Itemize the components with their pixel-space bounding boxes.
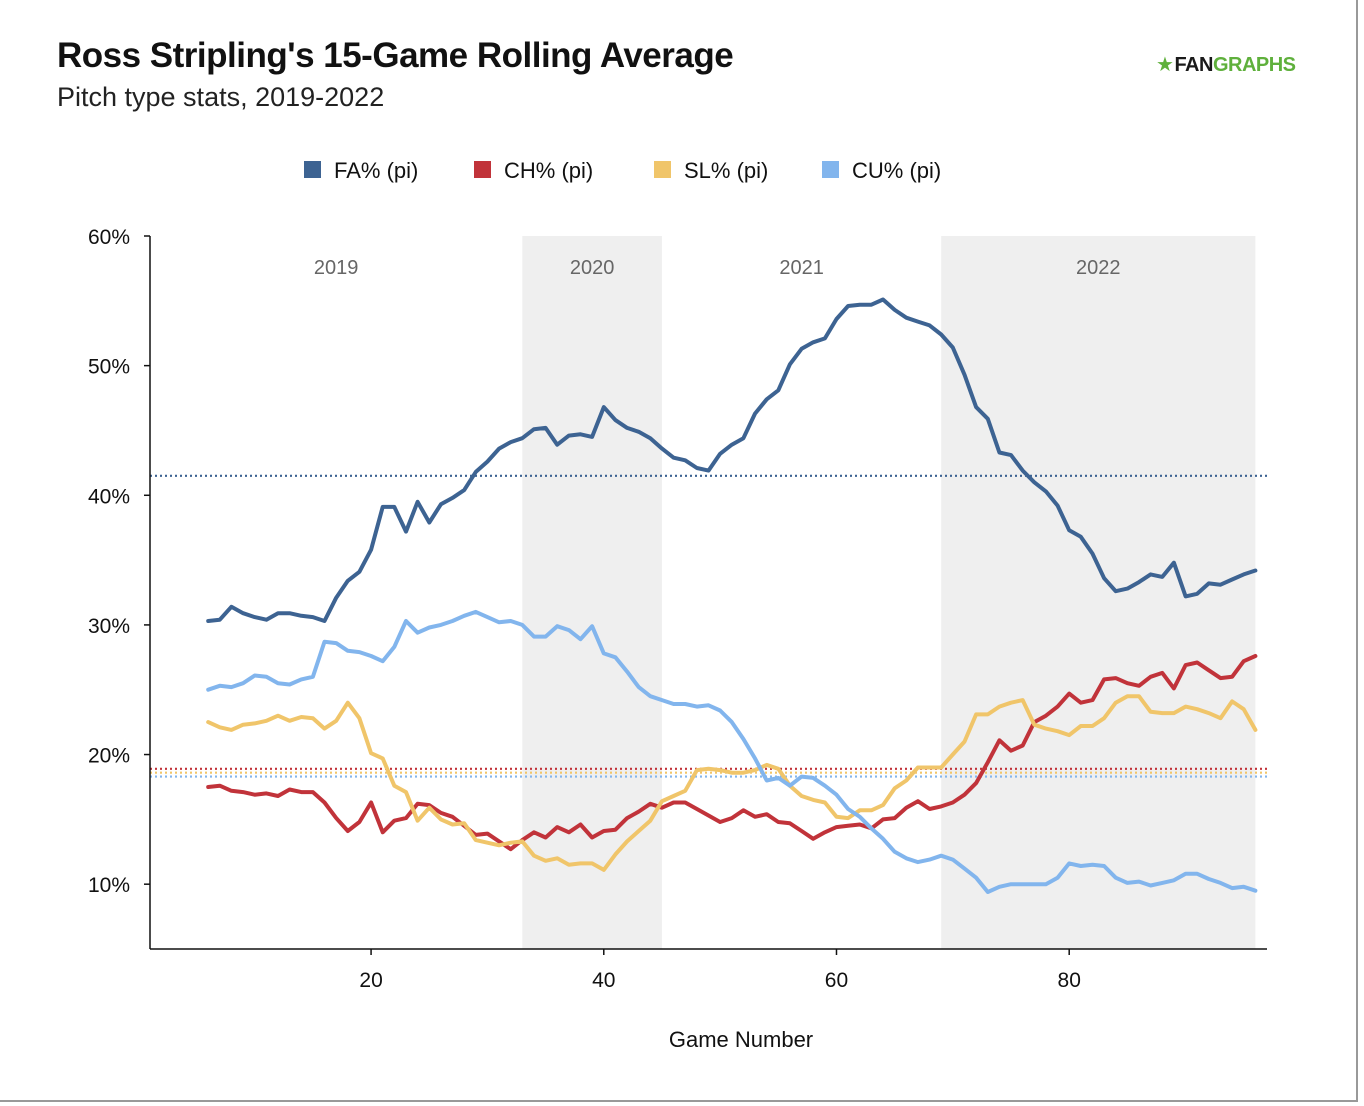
season-bands <box>522 236 1256 949</box>
y-tick-label-30: 30% <box>88 615 130 638</box>
season-labels: 2019 2020 2021 2022 <box>314 257 1121 279</box>
logo-text-fan: FAN <box>1174 54 1213 76</box>
series-line-fa <box>206 297 1258 623</box>
axes: 10% 20% 30% 40% 50% 60% 20 40 60 80 <box>88 226 1267 992</box>
legend-swatch-sl <box>654 161 671 178</box>
season-label-2022: 2022 <box>1076 257 1121 279</box>
series-lines <box>206 297 1258 894</box>
logo-text-graphs: GRAPHS <box>1212 54 1296 76</box>
x-tick-label-80: 80 <box>1058 969 1081 992</box>
fangraphs-logo: ★FANGRAPHS <box>1156 52 1296 77</box>
y-tick-label-20: 20% <box>88 745 130 768</box>
x-tick-label-20: 20 <box>359 969 382 992</box>
series-line-cu <box>206 609 1258 894</box>
y-tick-label-60: 60% <box>88 226 130 249</box>
legend-swatch-fa <box>304 161 321 178</box>
chart-title: Ross Stripling's 15-Game Rolling Average <box>57 36 734 75</box>
series-line-ch <box>206 654 1258 852</box>
season-label-2021: 2021 <box>779 257 824 279</box>
legend-swatch-cu <box>822 161 839 178</box>
x-tick-label-40: 40 <box>592 969 615 992</box>
chart-subtitle: Pitch type stats, 2019-2022 <box>57 82 385 112</box>
season-label-2020: 2020 <box>570 257 615 279</box>
legend-label-ch: CH% (pi) <box>504 158 593 183</box>
legend-label-sl: SL% (pi) <box>684 158 768 183</box>
y-tick-label-50: 50% <box>88 356 130 379</box>
x-tick-label-60: 60 <box>825 969 848 992</box>
fangraphs-logo-icon: ★ <box>1156 54 1174 76</box>
legend-label-fa: FA% (pi) <box>334 158 418 183</box>
season-band-2020 <box>522 236 662 949</box>
career-average-lines <box>150 474 1267 778</box>
series-line-sl <box>206 694 1258 872</box>
season-band-2022 <box>941 236 1256 949</box>
y-tick-label-40: 40% <box>88 485 130 508</box>
legend-swatch-ch <box>474 161 491 178</box>
legend: FA% (pi) CH% (pi) SL% (pi) CU% (pi) <box>304 158 941 183</box>
legend-label-cu: CU% (pi) <box>852 158 941 183</box>
x-axis-title: Game Number <box>669 1027 813 1052</box>
y-tick-label-10: 10% <box>88 874 130 897</box>
season-label-2019: 2019 <box>314 257 359 279</box>
